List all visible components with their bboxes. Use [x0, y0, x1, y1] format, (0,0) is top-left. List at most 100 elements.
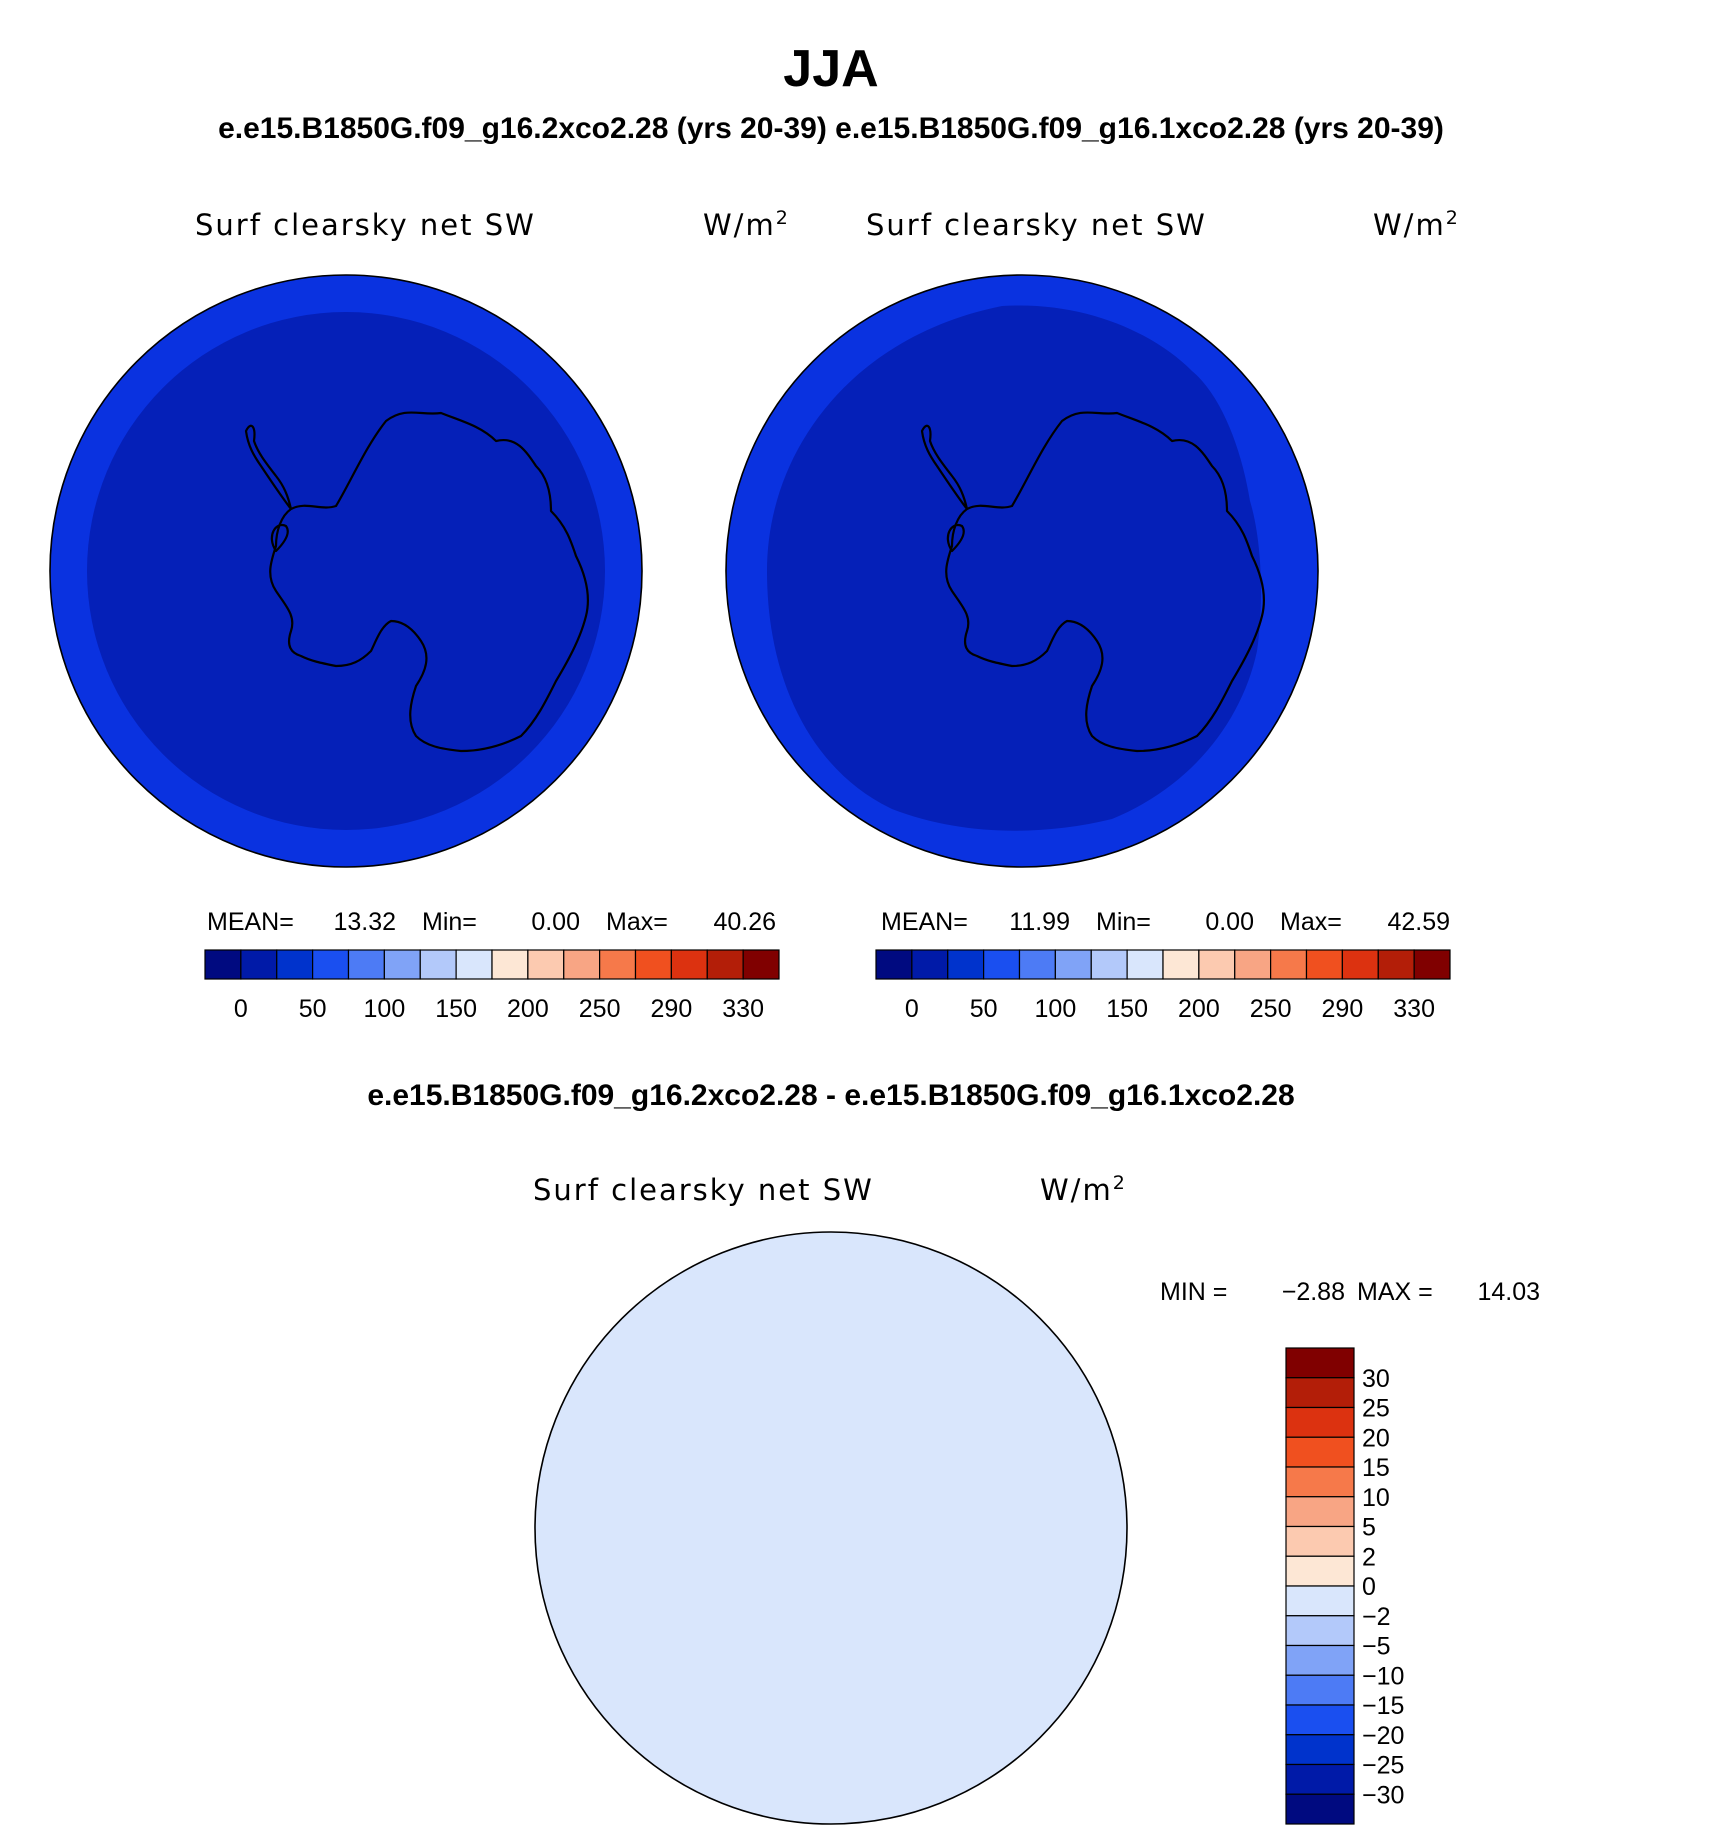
panel-left-inner-disk — [87, 312, 605, 830]
panel-right-map — [725, 274, 1319, 868]
panel-diff-colorbar-tick-label: 5 — [1362, 1514, 1376, 1542]
diff-title: e.e15.B1850G.f09_g16.2xco2.28 - e.e15.B1… — [367, 1079, 1294, 1112]
panel-diff-colorbar-tick-label: 2 — [1362, 1543, 1376, 1571]
panel-left-colorbar-swatch — [706, 949, 744, 980]
panel-left-min-value: 0.00 — [531, 908, 580, 936]
panel-right-colorbar-swatch — [875, 949, 913, 980]
panel-diff-map — [534, 1231, 1128, 1825]
panel-left-units-sup: 2 — [776, 207, 790, 229]
subtitle: e.e15.B1850G.f09_g16.2xco2.28 (yrs 20-39… — [218, 112, 1444, 145]
panel-left-colorbar-swatch — [670, 949, 708, 980]
panel-left-colorbar-swatch — [240, 949, 278, 980]
panel-left-colorbar-swatch — [527, 949, 565, 980]
panel-left-max-label: Max= — [606, 908, 668, 936]
panel-right-units: W/m2 — [1373, 207, 1460, 242]
panel-left-colorbar-swatch — [383, 949, 421, 980]
panel-right-colorbar-swatch — [1198, 949, 1236, 980]
panel-diff-colorbar-tick-label: 0 — [1362, 1573, 1376, 1601]
panel-left-colorbar: 0 50 100 150 200 250 290 330 — [204, 949, 780, 1023]
panel-right-max-value: 42.59 — [1387, 908, 1450, 936]
panel-left-antarctica-coast — [244, 411, 590, 753]
panel-left-colorbar-tick-label: 0 — [234, 995, 248, 1023]
panel-diff-colorbar-tick-label: −2 — [1362, 1603, 1391, 1631]
panel-diff-colorbar-tick-label: 10 — [1362, 1484, 1390, 1512]
panel-right-colorbar-tick-label: 100 — [1035, 995, 1077, 1023]
panel-diff-colorbar-tick-label: −10 — [1362, 1662, 1404, 1690]
panel-diff-colorbar-swatch — [1285, 1466, 1355, 1498]
panel-diff-colorbar-swatch — [1285, 1377, 1355, 1409]
panel-left: Surf clearsky net SW W/m2 MEAN= 13.32 Mi… — [49, 207, 790, 1023]
panel-left-colorbar-swatch — [742, 949, 780, 980]
panel-right-colorbar-tick-label: 200 — [1178, 995, 1220, 1023]
panel-right-colorbar-tick-label: 290 — [1322, 995, 1364, 1023]
panel-right-inner-region — [767, 305, 1262, 831]
panel-left-colorbar-tick-label: 200 — [507, 995, 549, 1023]
main-title: JJA — [783, 40, 878, 98]
panel-diff-units: W/m2 — [1040, 1172, 1127, 1207]
panel-diff-units-base: W/m — [1040, 1173, 1113, 1207]
panel-diff-colorbar-tick-label: 25 — [1362, 1395, 1390, 1423]
panel-left-colorbar-swatch — [563, 949, 601, 980]
panel-right-colorbar-swatch — [1413, 949, 1451, 980]
panel-left-map — [49, 274, 643, 868]
panel-left-frame — [49, 274, 643, 868]
panel-diff-colorbar-swatch — [1285, 1763, 1355, 1795]
panel-right-units-sup: 2 — [1446, 207, 1460, 229]
panel-left-colorbar-tick-label: 50 — [299, 995, 327, 1023]
panel-right-colorbar-tick-label: 0 — [905, 995, 919, 1023]
panel-left-colorbar-tick-label: 100 — [364, 995, 406, 1023]
panel-left-colorbar-swatch — [312, 949, 350, 980]
panel-left-max-value: 40.26 — [713, 908, 776, 936]
panel-right-min-label: Min= — [1096, 908, 1151, 936]
panel-diff-colorbar-tick-label: −25 — [1362, 1752, 1404, 1780]
panel-right-colorbar-tick-label: 330 — [1393, 995, 1435, 1023]
panel-diff-colorbar-swatch — [1285, 1615, 1355, 1647]
panel-right-colorbar-swatch — [1377, 949, 1415, 980]
panel-left-colorbar-tick-label: 330 — [722, 995, 764, 1023]
panel-diff-units-sup: 2 — [1113, 1172, 1127, 1194]
panel-right-max-label: Max= — [1280, 908, 1342, 936]
panel-right-colorbar-swatch — [1126, 949, 1164, 980]
panel-right-colorbar-tick-label: 50 — [970, 995, 998, 1023]
panel-right-colorbar-swatch — [1018, 949, 1056, 980]
panel-diff-colorbar-swatch — [1285, 1734, 1355, 1766]
panel-diff-colorbar-swatch — [1285, 1406, 1355, 1438]
panel-left-units-base: W/m — [703, 208, 776, 242]
panel-right-frame — [725, 274, 1319, 868]
panel-right-min-value: 0.00 — [1205, 908, 1254, 936]
panel-right-colorbar-swatch — [1054, 949, 1092, 980]
panel-diff-colorbar-tick-label: 30 — [1362, 1365, 1390, 1393]
panel-diff-base — [535, 1232, 1127, 1824]
panel-left-colorbar-swatch — [634, 949, 672, 980]
panel-right-colorbar-swatch — [1234, 949, 1272, 980]
panel-right-antarctica-coast — [920, 411, 1266, 753]
panel-diff-stats: MIN = −2.88 MAX = 14.03 — [1160, 1278, 1540, 1306]
panel-right-stats: MEAN= 11.99 Min= 0.00 Max= 42.59 — [881, 908, 1450, 936]
panel-right-colorbar-swatch — [1305, 949, 1343, 980]
panel-right-mean-label: MEAN= — [881, 908, 968, 936]
panel-diff: Surf clearsky net SW W/m2 MIN = −2.88 MA… — [533, 1172, 1540, 1825]
panel-diff-colorbar-swatch — [1285, 1496, 1355, 1528]
panel-diff-colorbar-tick-label: −5 — [1362, 1633, 1391, 1661]
panel-right-colorbar-swatch — [983, 949, 1021, 980]
panel-left-colorbar-swatch — [419, 949, 457, 980]
panel-left-min-label: Min= — [422, 908, 477, 936]
panel-diff-max-value: 14.03 — [1477, 1278, 1540, 1306]
panel-right-colorbar-swatch — [1162, 949, 1200, 980]
panel-left-variable: Surf clearsky net SW — [195, 208, 536, 242]
panel-left-colorbar-swatch — [204, 949, 242, 980]
panel-right-colorbar-swatch — [1090, 949, 1128, 980]
panel-right-colorbar: 0 50 100 150 200 250 290 330 — [875, 949, 1451, 1023]
panel-left-colorbar-tick-label: 250 — [579, 995, 621, 1023]
panel-diff-colorbar-swatch — [1285, 1347, 1355, 1379]
panel-left-units: W/m2 — [703, 207, 790, 242]
panel-diff-frame — [534, 1231, 1128, 1825]
panel-diff-max-label: MAX = — [1357, 1278, 1433, 1306]
panel-diff-colorbar-swatch — [1285, 1704, 1355, 1736]
panel-diff-colorbar-swatch — [1285, 1674, 1355, 1706]
panel-right-colorbar-tick-label: 150 — [1106, 995, 1148, 1023]
panel-diff-colorbar-tick-label: −15 — [1362, 1692, 1404, 1720]
